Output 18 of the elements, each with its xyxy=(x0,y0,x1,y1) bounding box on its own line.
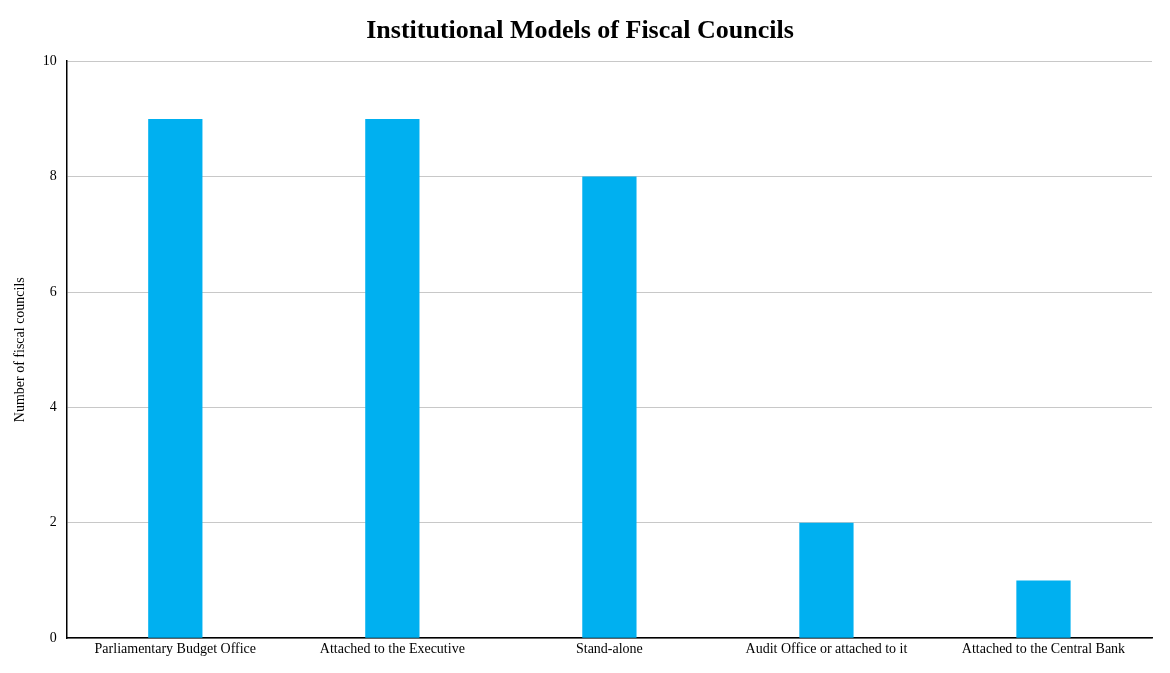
bar xyxy=(1016,580,1071,638)
x-tick-label: Parliamentary Budget Office xyxy=(94,641,257,657)
bar xyxy=(582,176,637,638)
x-tick-label: Audit Office or attached to it xyxy=(745,641,908,657)
y-tick-label: 0 xyxy=(49,629,57,645)
y-tick-label: 4 xyxy=(49,399,57,415)
x-tick-label: Attached to the Central Bank xyxy=(961,641,1126,657)
bar xyxy=(799,522,854,638)
bar xyxy=(365,118,420,638)
chart-title: Institutional Models of Fiscal Councils xyxy=(366,15,794,45)
y-tick-label: 8 xyxy=(49,168,57,184)
x-tick-label: Attached to the Executive xyxy=(319,641,465,657)
y-tick-label: 10 xyxy=(42,52,57,68)
y-axis-title: Number of fiscal councils xyxy=(12,277,28,423)
y-tick-label: 2 xyxy=(49,514,57,530)
bar xyxy=(148,118,203,638)
y-tick-label: 6 xyxy=(49,283,57,299)
x-tick-label: Stand-alone xyxy=(575,641,643,657)
